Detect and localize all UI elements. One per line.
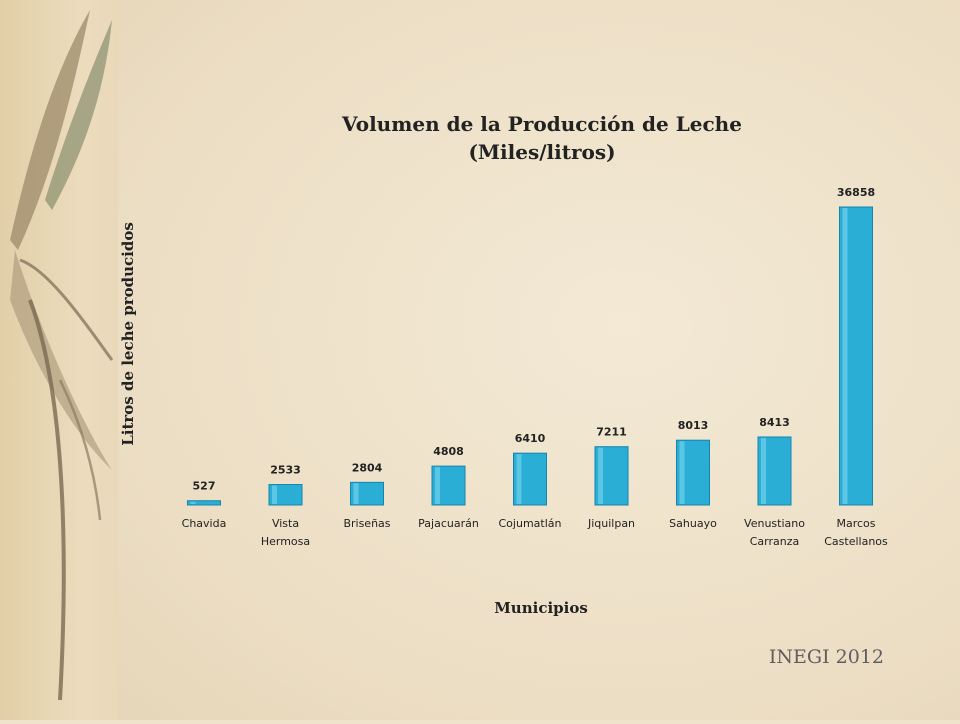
y-axis-title: Litros de leche producidos [119, 222, 137, 446]
data-label-8: 36858 [837, 186, 875, 199]
data-label-3: 4808 [433, 445, 464, 458]
bars-group [187, 206, 873, 506]
data-label-7: 8413 [759, 416, 790, 429]
bar-1 [268, 484, 303, 506]
bar-5 [594, 446, 629, 506]
tick-label-5: Jiquilpan [587, 517, 635, 530]
tick-label-3: Pajacuarán [418, 517, 479, 530]
tick-label-8-line-0: Marcos [836, 517, 875, 530]
data-labels-group: 527 2533 2804 4808 6410 7211 8013 8413 36858 [193, 186, 876, 493]
tick-label-6: Sahuayo [669, 517, 717, 530]
tick-labels-group: Chavida Vista Hermosa Briseñas Pajacuarán Coj… [182, 517, 888, 548]
data-label-2: 2804 [352, 461, 383, 474]
bar-0 [187, 500, 221, 506]
chart-title-line-2: (Miles/litros) [468, 140, 615, 164]
tick-label-1-line-0: Vista [272, 517, 299, 530]
slide-area [118, 0, 960, 720]
x-axis-title: Municipios [494, 599, 588, 617]
tick-label-2: Briseñas [343, 517, 390, 530]
data-label-4: 6410 [515, 432, 546, 445]
tick-label-1-line-1: Hermosa [261, 535, 310, 548]
bar-8 [839, 206, 873, 506]
decorative-leaf-panel [0, 0, 118, 720]
tick-label-7-line-0: Venustiano [744, 517, 805, 530]
data-label-6: 8013 [678, 419, 709, 432]
bar-7 [757, 436, 792, 506]
data-label-0: 527 [193, 480, 216, 493]
tick-label-7-line-1: Carranza [750, 535, 800, 548]
data-label-5: 7211 [596, 426, 627, 439]
bar-2 [350, 481, 384, 506]
bar-3 [431, 465, 466, 506]
tick-label-8-line-1: Castellanos [824, 535, 888, 548]
tick-label-0: Chavida [182, 517, 227, 530]
bar-6 [676, 439, 710, 506]
source-label: INEGI 2012 [768, 646, 884, 668]
chart-title-line-1: Volumen de la Producción de Leche [341, 112, 742, 136]
leaf-illustration-icon [10, 10, 114, 701]
bar-4 [513, 452, 547, 506]
tick-label-4: Cojumatlán [499, 517, 562, 530]
data-label-1: 2533 [270, 464, 301, 477]
